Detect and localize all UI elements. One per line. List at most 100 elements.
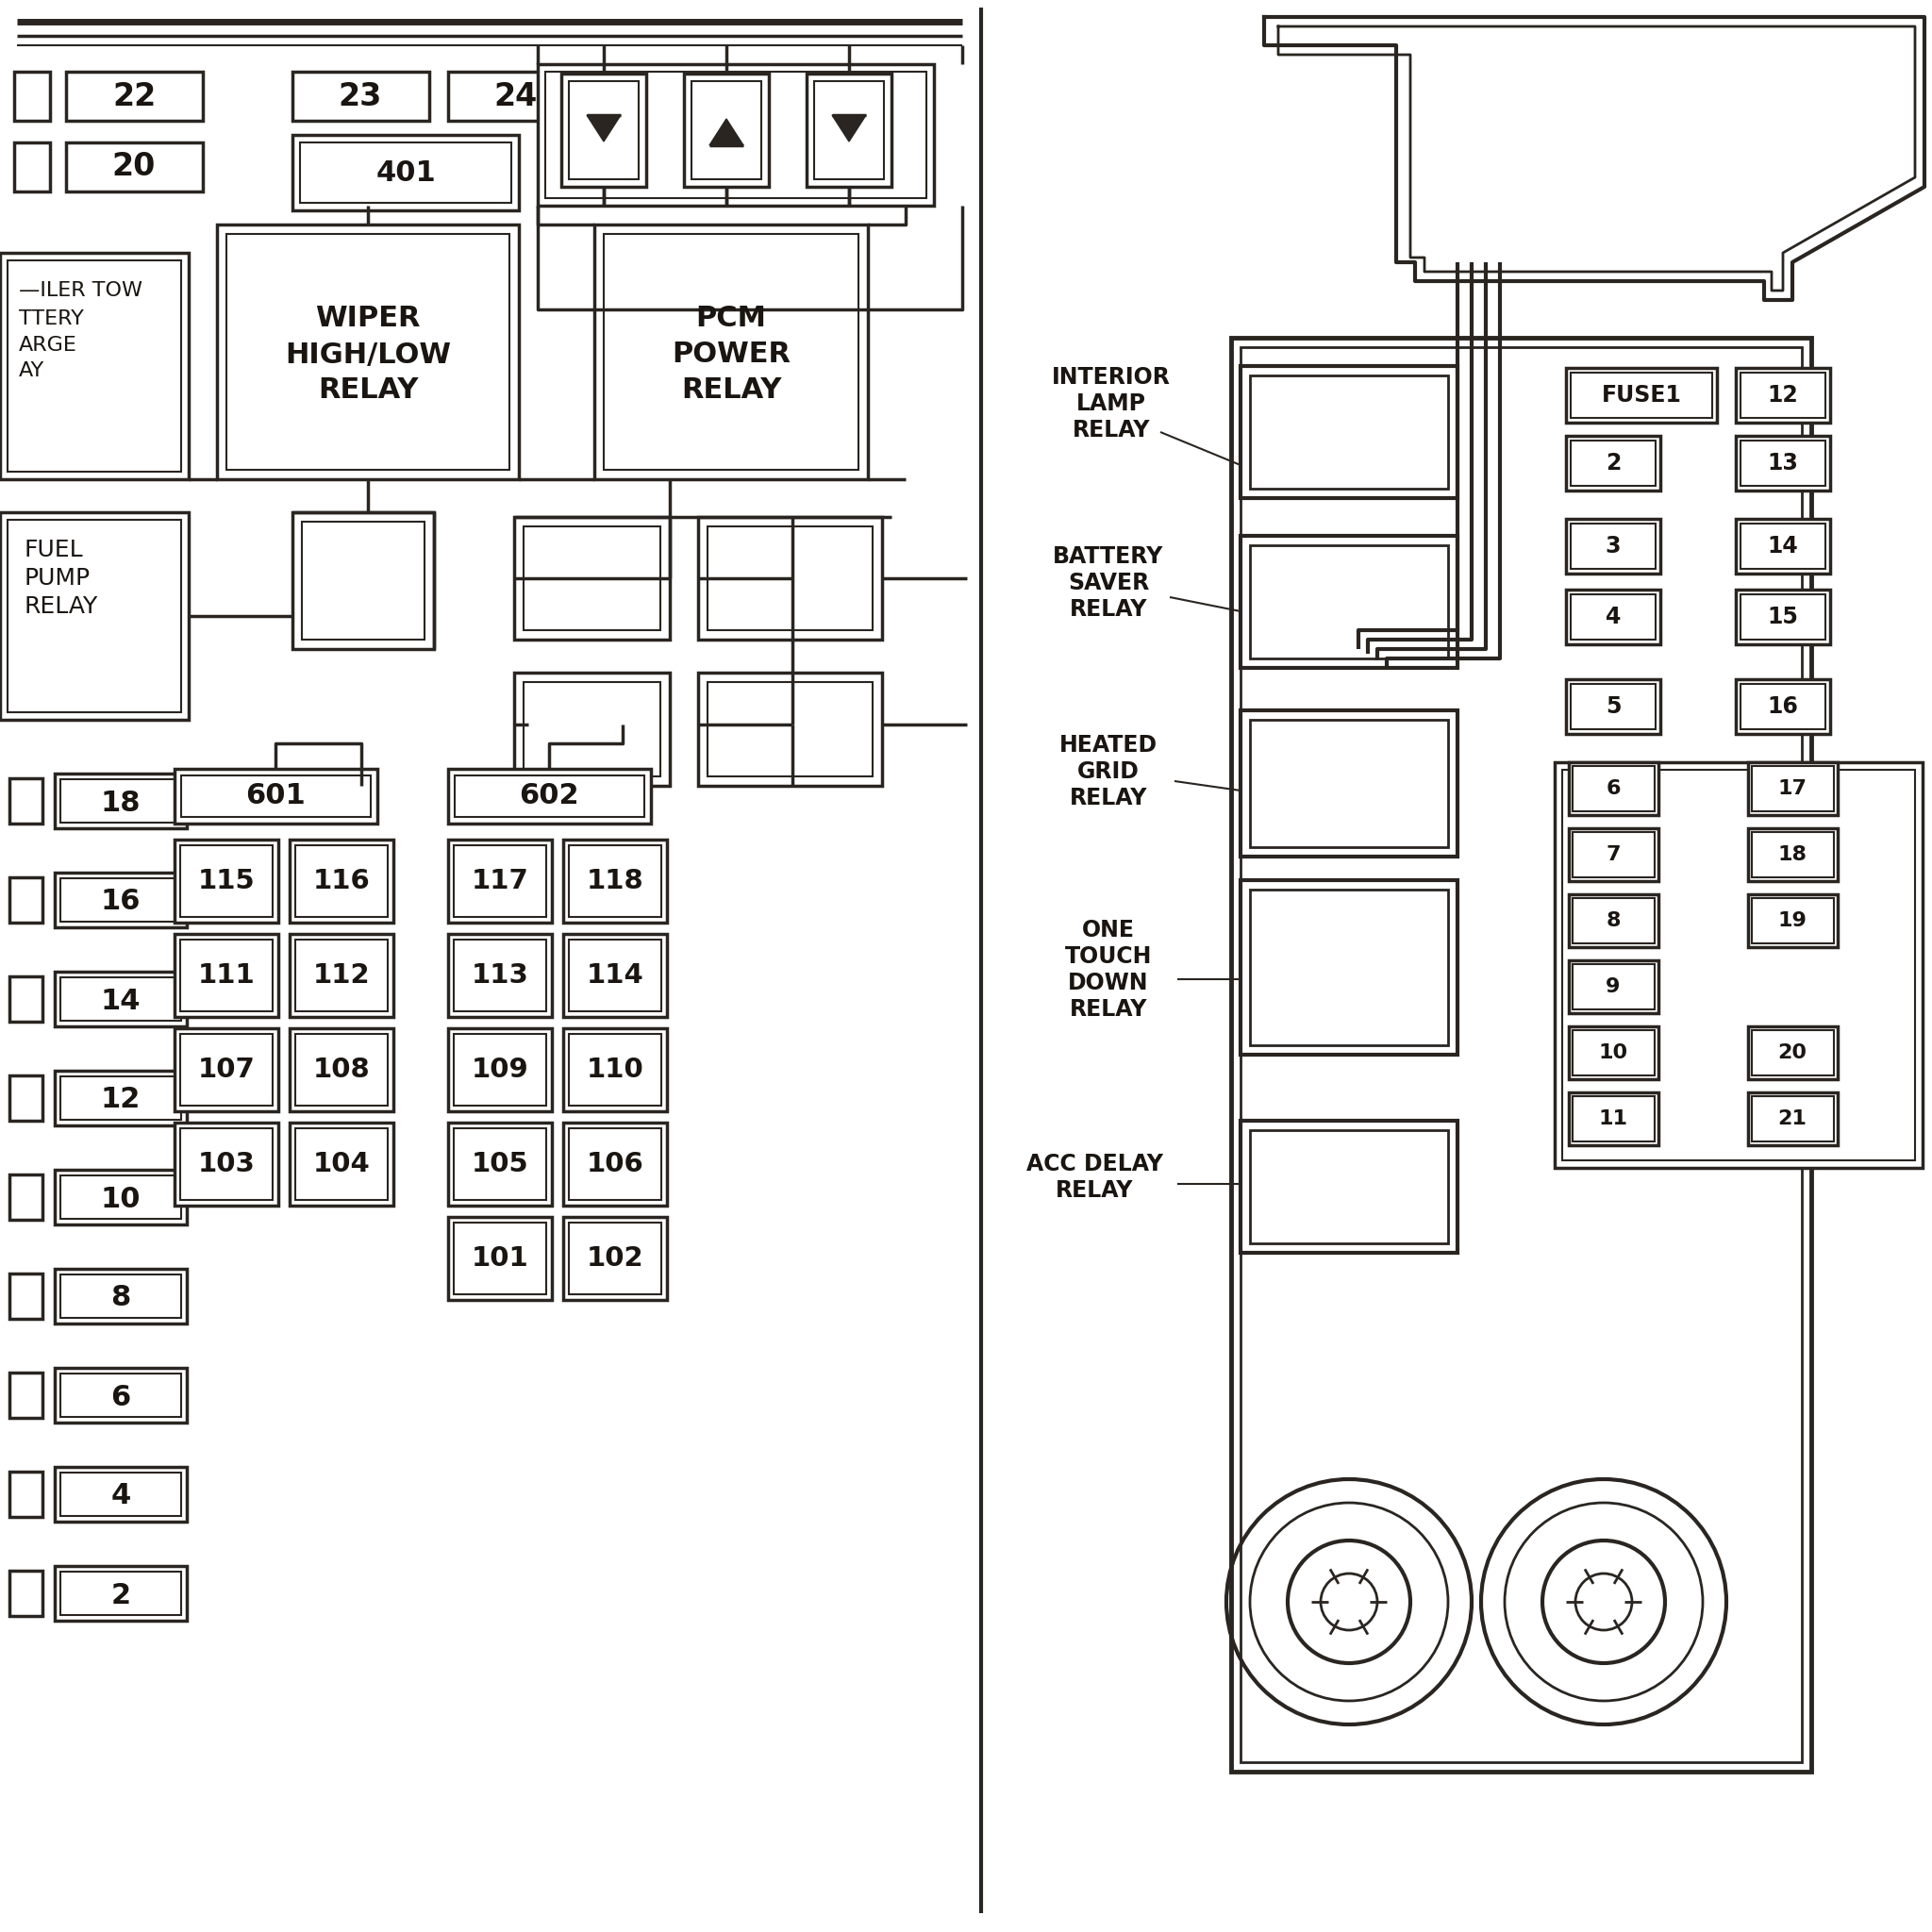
- Bar: [60, 1175, 182, 1219]
- Text: RELAY: RELAY: [680, 377, 781, 404]
- Bar: [545, 71, 925, 199]
- Bar: [568, 81, 639, 180]
- Text: 12: 12: [100, 1086, 141, 1113]
- Bar: [60, 1374, 182, 1416]
- Bar: [216, 224, 520, 479]
- Text: FUEL: FUEL: [23, 539, 83, 562]
- Bar: [10, 779, 43, 823]
- Text: PUMP: PUMP: [23, 566, 89, 589]
- Bar: [14, 71, 50, 120]
- Bar: [564, 1217, 667, 1300]
- Text: —ILER TOW: —ILER TOW: [19, 282, 143, 299]
- Bar: [564, 1028, 667, 1111]
- Bar: [296, 846, 388, 918]
- Text: 18: 18: [100, 788, 141, 817]
- Bar: [1748, 895, 1837, 947]
- Bar: [10, 1175, 43, 1219]
- Bar: [54, 1269, 187, 1323]
- Bar: [707, 682, 873, 777]
- Text: 112: 112: [313, 962, 371, 989]
- Bar: [1567, 589, 1660, 643]
- Text: 24: 24: [495, 81, 537, 112]
- Bar: [54, 1169, 187, 1225]
- Bar: [514, 672, 670, 786]
- Bar: [1571, 373, 1712, 417]
- Bar: [564, 1122, 667, 1206]
- Bar: [1573, 964, 1654, 1009]
- Bar: [1741, 524, 1826, 568]
- Text: 113: 113: [471, 962, 529, 989]
- Bar: [454, 1034, 547, 1105]
- Text: HIGH/LOW: HIGH/LOW: [284, 342, 450, 369]
- Text: HEATED
GRID
RELAY: HEATED GRID RELAY: [1059, 734, 1157, 810]
- Bar: [10, 976, 43, 1022]
- Bar: [296, 1034, 388, 1105]
- Bar: [448, 840, 553, 923]
- Bar: [448, 71, 585, 120]
- Bar: [292, 135, 520, 211]
- Bar: [54, 972, 187, 1026]
- Bar: [182, 775, 371, 817]
- Bar: [1573, 1030, 1654, 1076]
- Text: 111: 111: [197, 962, 255, 989]
- Text: TTERY: TTERY: [19, 309, 83, 328]
- Bar: [226, 234, 510, 469]
- Text: 108: 108: [313, 1057, 371, 1084]
- Text: 14: 14: [1768, 535, 1799, 558]
- Bar: [454, 775, 643, 817]
- Text: 3: 3: [1605, 535, 1621, 558]
- Text: RELAY: RELAY: [23, 595, 97, 618]
- Bar: [1567, 680, 1660, 734]
- Bar: [0, 0, 976, 1932]
- Bar: [697, 518, 883, 639]
- Bar: [290, 933, 394, 1016]
- Bar: [806, 73, 891, 187]
- Text: 16: 16: [1768, 696, 1799, 719]
- Bar: [1250, 889, 1449, 1045]
- Text: 104: 104: [313, 1151, 371, 1177]
- Bar: [174, 840, 278, 923]
- Text: 17: 17: [1777, 779, 1806, 798]
- Polygon shape: [709, 120, 744, 145]
- Bar: [8, 261, 182, 471]
- Bar: [1569, 829, 1658, 881]
- Bar: [60, 879, 182, 922]
- Text: 101: 101: [471, 1246, 529, 1271]
- Text: 10: 10: [1598, 1043, 1629, 1063]
- Bar: [1240, 1121, 1457, 1252]
- Text: 106: 106: [587, 1151, 643, 1177]
- Text: 114: 114: [587, 962, 643, 989]
- Text: 13: 13: [1768, 452, 1799, 475]
- Bar: [10, 1472, 43, 1517]
- Text: 2: 2: [1605, 452, 1621, 475]
- Bar: [54, 773, 187, 829]
- Text: 110: 110: [587, 1057, 643, 1084]
- Bar: [1741, 440, 1826, 485]
- Text: 2: 2: [110, 1582, 131, 1609]
- Bar: [1748, 829, 1837, 881]
- Bar: [1563, 769, 1915, 1161]
- Text: 115: 115: [197, 867, 255, 895]
- Text: 116: 116: [313, 867, 371, 895]
- Bar: [174, 769, 377, 823]
- Bar: [290, 840, 394, 923]
- Text: 117: 117: [471, 867, 529, 895]
- Bar: [1735, 680, 1830, 734]
- Bar: [684, 73, 769, 187]
- Bar: [514, 518, 670, 639]
- Bar: [564, 840, 667, 923]
- Text: 109: 109: [471, 1057, 529, 1084]
- Bar: [180, 1128, 272, 1200]
- Bar: [10, 877, 43, 923]
- Bar: [564, 933, 667, 1016]
- Bar: [1735, 437, 1830, 491]
- Text: 23: 23: [338, 81, 383, 112]
- Text: 6: 6: [1605, 779, 1621, 798]
- Bar: [60, 978, 182, 1020]
- Bar: [448, 1122, 553, 1206]
- Bar: [1240, 365, 1457, 498]
- Bar: [1748, 1092, 1837, 1146]
- Bar: [66, 71, 203, 120]
- Bar: [1250, 1130, 1449, 1244]
- Bar: [568, 1128, 661, 1200]
